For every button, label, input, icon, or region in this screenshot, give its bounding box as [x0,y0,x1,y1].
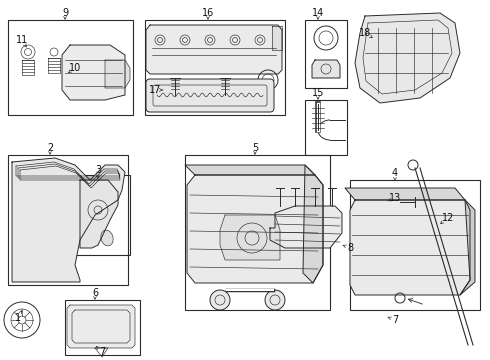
Text: 7: 7 [99,347,105,357]
Bar [75,175,130,255]
Polygon shape [220,215,280,260]
Text: 17: 17 [149,85,161,95]
Text: 10: 10 [69,63,81,73]
Polygon shape [350,200,470,295]
Text: 18: 18 [359,28,371,38]
Text: 6: 6 [92,288,98,298]
Polygon shape [355,13,460,103]
Polygon shape [272,26,282,50]
Polygon shape [345,188,465,200]
Bar [65,300,140,355]
Text: 5: 5 [252,143,258,153]
Circle shape [265,290,285,310]
Polygon shape [303,165,323,283]
Text: 2: 2 [47,143,53,153]
Polygon shape [185,165,315,175]
Text: 7: 7 [392,315,398,325]
Polygon shape [312,60,340,78]
Text: 12: 12 [442,213,454,223]
Text: 3: 3 [95,165,101,175]
Ellipse shape [101,230,113,246]
Text: 1: 1 [15,313,21,323]
Bar [8,20,133,115]
Polygon shape [146,25,282,74]
Polygon shape [62,45,125,100]
Text: 13: 13 [389,193,401,203]
Polygon shape [187,175,323,283]
Text: 11: 11 [16,35,28,45]
Polygon shape [270,206,342,248]
Bar [145,20,285,115]
Text: 8: 8 [347,243,353,253]
Bar [305,100,347,155]
Bar [350,180,480,310]
Polygon shape [80,180,118,248]
Circle shape [210,290,230,310]
Text: 9: 9 [62,8,68,18]
FancyBboxPatch shape [146,79,274,112]
Text: 15: 15 [312,88,324,98]
Bar [8,155,128,285]
Text: 14: 14 [312,8,324,18]
Polygon shape [12,158,125,282]
Bar [185,155,330,310]
Polygon shape [67,305,135,348]
Polygon shape [105,60,130,88]
Bar [305,20,347,88]
Text: 16: 16 [202,8,214,18]
Polygon shape [460,200,475,295]
Text: 4: 4 [392,168,398,178]
